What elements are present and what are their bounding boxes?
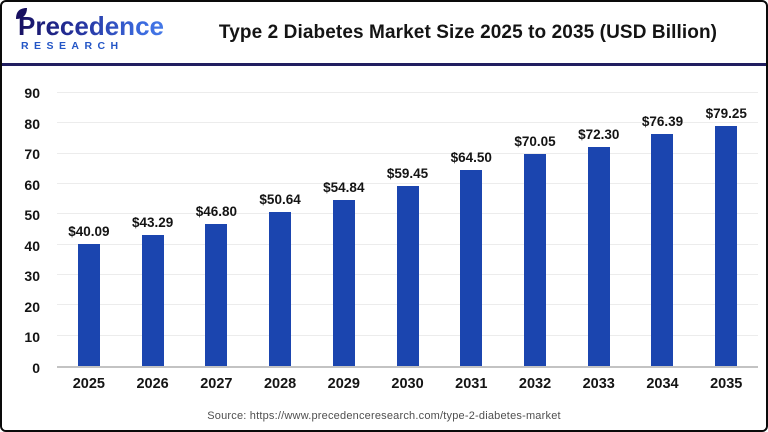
bar-column-2026: $43.29 [121,93,185,366]
bar-column-2030: $59.45 [376,93,440,366]
bar-value-label-2026: $43.29 [131,214,174,230]
bar-value-label-2032: $70.05 [514,133,556,149]
source-text: Source: https://www.precedenceresearch.c… [207,410,561,422]
bar-value-label-2031: $64.50 [450,150,492,166]
bar-column-2025: $40.09 [57,93,121,366]
bar-value-label-2034: $76.39 [641,114,684,130]
x-tick-label-2030: 2030 [391,376,424,392]
y-tick-label-50: 50 [24,207,40,224]
gridline-60 [57,183,758,184]
leaf-icon [16,8,27,19]
bar-value-label-2029: $54.84 [323,179,365,195]
bar-2032 [524,153,546,366]
x-tick-label-2035: 2035 [710,376,743,392]
bar-column-2033: $72.30 [567,93,631,366]
bar-2034 [651,134,674,366]
x-tick-label-2028: 2028 [263,376,297,392]
y-tick-label-20: 20 [24,298,40,315]
y-tick-label-70: 70 [24,146,40,163]
logo-wordmark: Precedence [16,13,184,39]
bar-2033 [587,146,610,366]
y-tick-label-10: 10 [24,329,40,346]
y-tick-label-80: 80 [24,115,40,132]
title-wrap: Type 2 Diabetes Market Size 2025 to 2035… [184,22,752,44]
gridline-80 [57,122,758,124]
bar-value-label-2027: $46.80 [195,204,237,220]
y-tick-label-90: 90 [24,85,40,101]
bar-value-label-2025: $40.09 [68,224,110,240]
bar-2031 [460,170,483,366]
y-tick-label-0: 0 [32,360,40,376]
bar-chart: 0 10 20 30 40 50 60 70 80 90 $40.09 $43.29 $46.80 $5… [2,66,766,430]
bar-value-label-2033: $72.30 [578,126,620,142]
y-tick-label-30: 30 [24,268,40,285]
bar-2028 [269,212,292,366]
bar-value-label-2030: $59.45 [386,165,429,181]
x-tick-label-2029: 2029 [327,376,360,392]
page-title: Type 2 Diabetes Market Size 2025 to 2035… [218,21,718,43]
gridline-70 [57,152,758,154]
bar-column-2034: $76.39 [631,93,695,366]
bar-2029 [332,199,355,366]
x-tick-label-2031: 2031 [455,376,488,392]
x-tick-label-2027: 2027 [200,376,233,392]
x-axis: 2025 2026 2027 2028 2029 2030 2031 2032 2033 2034… [57,376,758,392]
x-tick-label-2032: 2032 [518,376,552,392]
bar-value-label-2035: $79.25 [705,105,747,121]
gridline-90 [57,92,758,93]
bars-container: $40.09 $43.29 $46.80 $50.64 $54.84 $59.45 $64.… [57,93,758,366]
bar-value-label-2028: $50.64 [259,192,301,208]
bar-column-2028: $50.64 [248,93,312,366]
bar-2025 [77,244,100,366]
y-tick-label-40: 40 [24,237,40,254]
x-tick-label-2026: 2026 [136,376,169,392]
y-tick-label-60: 60 [24,176,40,193]
precedence-research-logo: Precedence RESEARCH [16,8,184,52]
header-divider [2,63,766,66]
y-axis: 0 10 20 30 40 50 60 70 80 90 [2,85,48,376]
bar-column-2032: $70.05 [503,93,567,366]
plot-area: $40.09 $43.29 $46.80 $50.64 $54.84 $59.45 $64.… [57,92,758,368]
logo-subtext: RESEARCH [21,40,124,52]
bar-2027 [205,224,228,366]
bar-2030 [396,185,419,366]
x-tick-label-2033: 2033 [582,376,615,392]
bar-2035 [715,125,738,366]
bar-column-2027: $46.80 [184,93,248,366]
x-tick-label-2025: 2025 [72,376,105,392]
x-tick-label-2034: 2034 [646,376,679,392]
bar-column-2029: $54.84 [312,93,376,366]
bar-column-2035: $79.25 [694,93,758,366]
bar-column-2031: $64.50 [439,93,503,366]
bar-2026 [141,234,164,366]
header: Precedence RESEARCH Type 2 Diabetes Mark… [2,2,766,63]
